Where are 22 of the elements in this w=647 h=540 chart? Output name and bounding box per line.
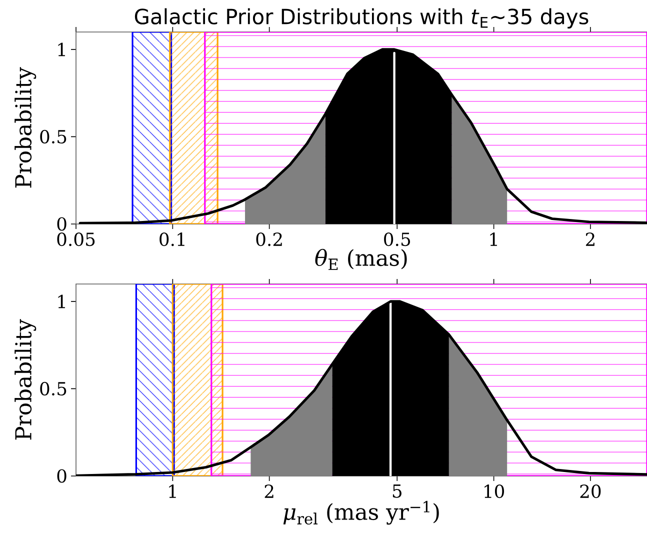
x-tick-label: 1 <box>490 232 497 246</box>
y-tick-label: 0 <box>57 217 66 231</box>
x-tick-label: 20 <box>580 484 601 498</box>
x-tick-label: 0.05 <box>57 232 95 246</box>
x-tick-label: 0.5 <box>384 232 410 246</box>
x-axis-title: μ$_{rel}$ (mas yr$^{−1}$) <box>283 500 439 525</box>
y-tick-label: 1 <box>58 42 65 56</box>
x-axis-title: θ$_{E}$ (mas) <box>315 248 407 270</box>
x-tick-label: 5 <box>392 484 402 498</box>
chart-title: Galactic Prior Distributions with t$_{E}$∼35 days <box>134 8 588 28</box>
y-axis-title: Probability <box>14 67 36 188</box>
x-tick-label: 2 <box>586 232 594 246</box>
y-axis-title: Probability <box>14 319 36 440</box>
y-tick-label: 0 <box>57 469 66 483</box>
y-tick-label: 0.5 <box>40 382 66 396</box>
x-tick-label: 1 <box>169 484 176 498</box>
x-tick-label: 0.2 <box>256 232 282 246</box>
y-tick-label: 0.5 <box>40 130 66 144</box>
y-tick-label: 1 <box>58 294 65 308</box>
x-tick-label: 10 <box>484 484 504 498</box>
x-tick-label: 0.1 <box>160 232 184 246</box>
x-tick-label: 2 <box>264 484 274 498</box>
